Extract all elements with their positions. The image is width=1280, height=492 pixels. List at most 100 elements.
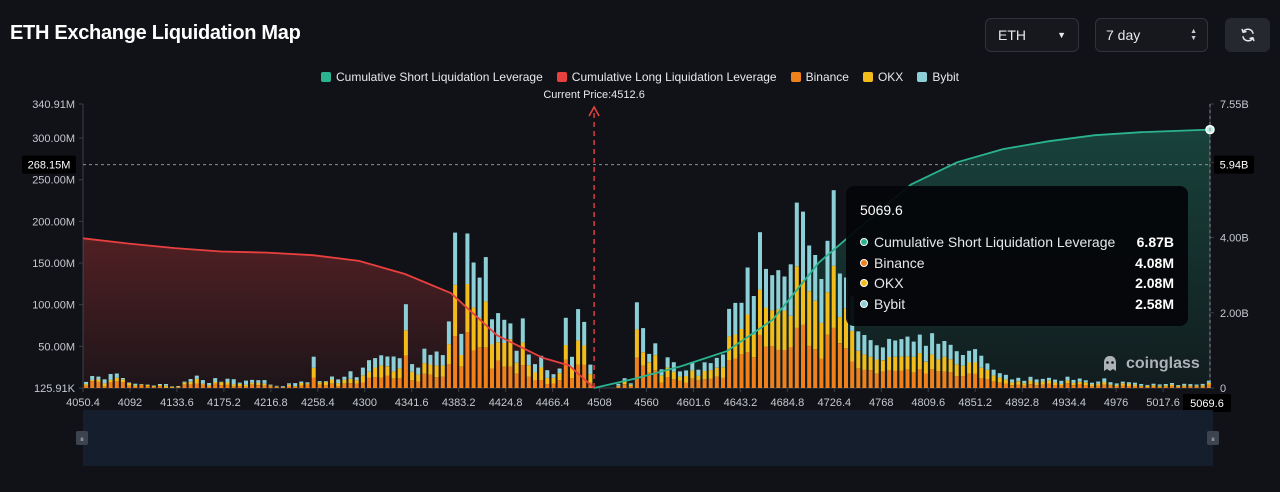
- x-tick-label: 4560: [634, 397, 658, 409]
- bar-okx: [1151, 385, 1156, 387]
- bar-okx: [1010, 382, 1015, 386]
- coin-select-value: ETH: [998, 27, 1026, 43]
- legend-item-short-cumulative[interactable]: Cumulative Short Liquidation Leverage: [320, 70, 543, 84]
- bar-bybit: [477, 277, 482, 318]
- bar-okx: [176, 386, 181, 388]
- bar-binance: [250, 384, 255, 388]
- bar-bybit: [1182, 383, 1187, 386]
- coin-select[interactable]: ETH ▼: [985, 18, 1079, 52]
- bar-binance: [280, 387, 285, 388]
- bar-binance: [379, 377, 384, 388]
- bar-binance: [911, 372, 916, 388]
- bar-okx: [807, 291, 812, 346]
- bar-binance: [1206, 384, 1211, 388]
- bar-binance: [745, 352, 750, 388]
- bar-okx: [1090, 384, 1094, 387]
- bar-binance: [880, 371, 885, 388]
- crosshair-x-badge: [1183, 394, 1231, 412]
- bar-okx: [563, 345, 568, 360]
- tooltip-title: 5069.6: [860, 202, 903, 218]
- bar-okx: [856, 350, 861, 369]
- bar-okx: [317, 382, 322, 385]
- chart-tooltip: 5069.6 Cumulative Short Liquidation Leve…: [846, 186, 1188, 326]
- bar-binance: [708, 378, 713, 388]
- legend-item-long-cumulative[interactable]: Cumulative Long Liquidation Leverage: [556, 70, 777, 84]
- legend-item-okx[interactable]: OKX: [862, 70, 903, 84]
- watermark-text: coinglass: [1126, 355, 1200, 372]
- bar-okx: [1040, 381, 1045, 385]
- bar-bybit: [1016, 377, 1021, 382]
- bar-okx: [745, 314, 750, 352]
- bar-bybit: [1194, 384, 1199, 386]
- bar-okx: [170, 386, 175, 388]
- bar-bybit: [911, 341, 916, 357]
- bar-bybit: [1096, 381, 1101, 384]
- zoom-handle-right[interactable]: [1207, 431, 1219, 445]
- y-tick-label: 50.00M: [38, 341, 75, 353]
- bar-okx: [244, 384, 248, 387]
- bar-binance: [219, 385, 224, 388]
- bar-binance: [465, 332, 470, 388]
- bar-binance: [1028, 384, 1033, 388]
- bar-binance: [200, 384, 205, 388]
- bar-binance: [305, 384, 310, 388]
- bar-bybit: [714, 357, 719, 368]
- bar-binance: [850, 361, 855, 388]
- bar-okx: [1065, 380, 1070, 384]
- y-tick-label: 300.00M: [32, 133, 75, 145]
- bar-bybit: [139, 384, 144, 385]
- bar-bybit: [508, 323, 513, 340]
- bar-okx: [936, 359, 941, 372]
- bar-binance: [342, 383, 347, 388]
- y-tick-label: 150.00M: [32, 258, 75, 270]
- bar-okx: [721, 367, 725, 378]
- bar-binance: [323, 385, 328, 388]
- bar-okx: [157, 385, 162, 387]
- bar-binance: [1059, 385, 1064, 388]
- bar-okx: [570, 367, 574, 379]
- bar-okx: [850, 330, 855, 362]
- legend-item-bybit[interactable]: Bybit: [917, 70, 959, 84]
- bar-okx: [887, 357, 892, 371]
- bar-bybit: [274, 385, 279, 387]
- range-select[interactable]: 7 day ▲ ▼: [1095, 18, 1208, 52]
- bar-binance: [1133, 386, 1137, 388]
- bar-bybit: [702, 362, 707, 371]
- bar-okx: [391, 371, 396, 379]
- bar-bybit: [1188, 384, 1193, 386]
- bar-binance: [114, 381, 119, 388]
- x-tick-label: 4341.6: [395, 397, 429, 409]
- bar-bybit: [237, 382, 242, 384]
- dot-icon: [860, 300, 868, 309]
- bar-bybit: [960, 355, 965, 366]
- bar-okx: [1022, 383, 1027, 386]
- bar-okx: [1071, 382, 1076, 386]
- bar-binance: [526, 376, 531, 388]
- bar-binance: [807, 345, 812, 388]
- bar-bybit: [727, 308, 732, 337]
- bar-binance: [416, 381, 421, 388]
- bar-bybit: [317, 381, 322, 383]
- bar-bybit: [1157, 384, 1162, 386]
- zoom-handle-left[interactable]: [76, 431, 88, 445]
- bar-bybit: [622, 378, 627, 382]
- bar-okx: [1083, 382, 1088, 385]
- bar-bybit: [930, 333, 935, 355]
- bar-okx: [1003, 379, 1008, 384]
- bar-binance: [973, 373, 978, 388]
- bar-okx: [200, 383, 205, 385]
- x-tick-label: 4934.4: [1052, 397, 1086, 409]
- bar-bybit: [794, 202, 799, 267]
- bar-binance: [1176, 387, 1181, 388]
- bar-okx: [1200, 385, 1205, 387]
- page-title: ETH Exchange Liquidation Map: [10, 22, 301, 44]
- refresh-button[interactable]: [1225, 18, 1270, 52]
- bar-bybit: [985, 363, 990, 370]
- bar-bybit: [1077, 378, 1082, 382]
- bar-okx: [634, 329, 639, 358]
- bar-bybit: [416, 367, 421, 375]
- bar-binance: [1163, 386, 1168, 388]
- bar-okx: [985, 369, 990, 379]
- bar-bybit: [917, 334, 922, 354]
- legend-item-binance[interactable]: Binance: [790, 70, 849, 84]
